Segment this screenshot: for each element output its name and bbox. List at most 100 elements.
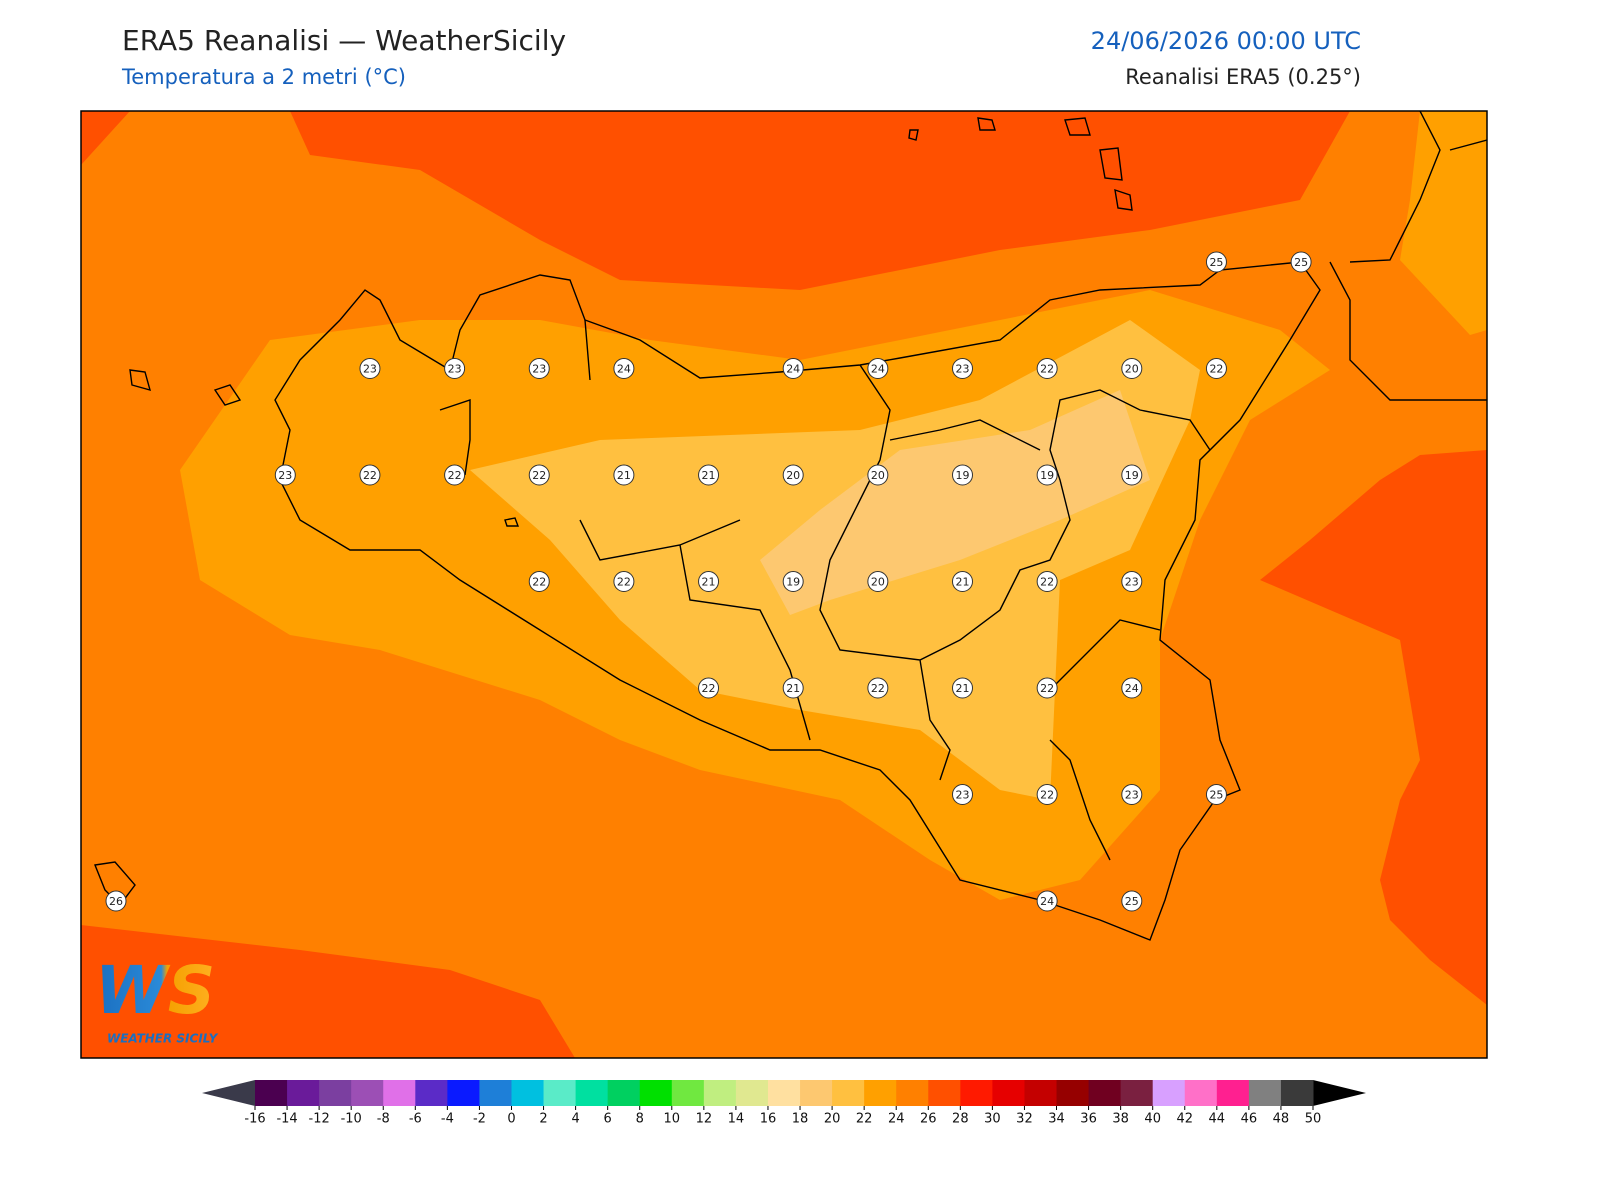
station-marker: [444, 464, 466, 486]
station: 23: [359, 358, 381, 379]
station: 19: [1036, 464, 1058, 486]
station-value: 21: [702, 576, 716, 589]
colorbar-swatch: [255, 1080, 288, 1106]
colorbar-tick-label: 32: [1016, 1112, 1033, 1127]
station-marker: [528, 464, 550, 486]
station: 21: [613, 464, 635, 486]
datetime: 24/06/2026 00:00 UTC: [1091, 27, 1361, 55]
colorbar-swatch: [896, 1080, 929, 1106]
colorbar-swatch: [992, 1080, 1025, 1106]
colorbar-tick-label: -2: [473, 1112, 486, 1127]
station-value: 24: [617, 363, 631, 376]
station-marker: [1036, 358, 1058, 379]
station-value: 23: [956, 789, 970, 802]
station: 22: [359, 464, 381, 486]
station-value: 22: [617, 576, 631, 589]
station-marker: [1036, 464, 1058, 486]
station-marker: [274, 464, 296, 486]
station: 21: [698, 464, 720, 486]
station-value: 24: [1040, 895, 1054, 908]
station-value: 25: [1294, 256, 1308, 269]
station: 22: [528, 571, 550, 592]
station-marker: [105, 890, 127, 912]
colorbar-tick-label: 46: [1241, 1112, 1258, 1127]
station: 22: [1036, 571, 1058, 592]
station: 25: [1205, 784, 1227, 805]
colorbar-tick-label: -8: [377, 1112, 390, 1127]
station-value: 21: [617, 469, 631, 482]
station: 22: [1036, 358, 1058, 379]
logo: WS WEATHER SICILY: [95, 952, 219, 1045]
title: ERA5 Reanalisi — WeatherSicily: [122, 24, 566, 57]
station-value: 23: [448, 363, 462, 376]
colorbar-tick-label: -10: [341, 1112, 362, 1127]
colorbar-tick-label: 50: [1305, 1112, 1322, 1127]
subtitle: Temperatura a 2 metri (°C): [121, 65, 406, 89]
station-value: 19: [1125, 469, 1139, 482]
colorbar-swatch: [703, 1080, 737, 1106]
station: 24: [1036, 890, 1058, 912]
station: 23: [528, 358, 550, 379]
colorbar-swatch: [511, 1080, 545, 1106]
station: 22: [698, 677, 720, 699]
colorbar-tick-label: -12: [309, 1112, 330, 1127]
colorbar-swatch: [1216, 1080, 1250, 1106]
station: 26: [105, 890, 127, 912]
station-marker: [952, 464, 973, 486]
station-marker: [952, 784, 973, 805]
station-value: 22: [363, 469, 377, 482]
map: 25 25 23 23 23 24 24 24 23 22 20 22 23 22 22 22 21 21 20 20…: [81, 111, 1487, 1058]
colorbar-swatch: [543, 1080, 577, 1106]
station-value: 24: [786, 363, 800, 376]
colorbar-tick-label: 26: [920, 1112, 937, 1127]
station-marker: [952, 358, 973, 379]
colorbar-swatch: [767, 1080, 801, 1106]
station-marker: [613, 571, 635, 592]
station: 24: [782, 358, 804, 379]
station: 21: [952, 571, 973, 592]
station-value: 22: [532, 469, 546, 482]
colorbar-tick-label: 18: [792, 1112, 809, 1127]
colorbar-tick-label: 2: [539, 1112, 547, 1127]
station-marker: [698, 464, 720, 486]
station: 23: [952, 358, 973, 379]
station-value: 22: [1040, 789, 1054, 802]
colorbar-tick-label: 14: [728, 1112, 745, 1127]
station-marker: [1205, 784, 1227, 805]
station-value: 20: [871, 576, 885, 589]
station-value: 21: [956, 576, 970, 589]
station: 21: [698, 571, 720, 592]
station-marker: [867, 571, 889, 592]
station: 22: [867, 677, 889, 699]
colorbar-swatch: [415, 1080, 448, 1106]
station-value: 19: [956, 469, 970, 482]
station-marker: [1036, 677, 1058, 699]
station-marker: [359, 358, 381, 379]
map-frame: [80, 110, 1488, 1059]
colorbar-swatch: [832, 1080, 865, 1106]
colorbar: -16 -14 -12 -10 -8 -6 -4 -2 0 2 4 6 8 10 12 14 16 18 20 22 2…: [202, 1080, 1366, 1127]
colorbar-swatch: [287, 1080, 320, 1106]
colorbar-tick-label: 24: [888, 1112, 905, 1127]
station-marker: [698, 571, 720, 592]
station: 25: [1205, 251, 1227, 273]
logo-text: WEATHER SICILY: [107, 1032, 219, 1046]
station-value: 23: [1125, 576, 1139, 589]
colorbar-swatch: [1088, 1080, 1122, 1106]
colorbar-swatch: [1056, 1080, 1090, 1106]
station-marker: [1205, 358, 1227, 379]
colorbar-tick-label: -4: [441, 1112, 454, 1127]
station: 21: [782, 677, 804, 699]
station: 20: [867, 464, 889, 486]
colorbar-tick-label: 22: [856, 1112, 873, 1127]
colorbar-swatch: [1152, 1080, 1186, 1106]
colorbar-over: [1313, 1080, 1366, 1106]
station-value: 24: [1125, 682, 1139, 695]
colorbar-tick-label: 38: [1112, 1112, 1129, 1127]
station-value: 21: [786, 682, 800, 695]
station: 23: [444, 358, 466, 379]
colorbar-tick-label: 48: [1273, 1112, 1290, 1127]
station-value: 22: [448, 469, 462, 482]
station-value: 19: [1040, 469, 1054, 482]
colorbar-swatch: [671, 1080, 705, 1106]
